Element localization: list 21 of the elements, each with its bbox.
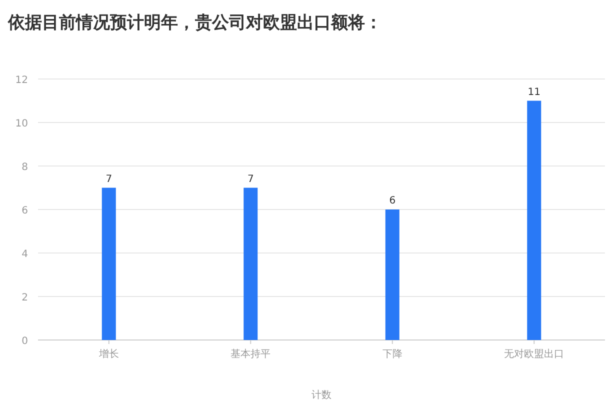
bar xyxy=(102,188,116,340)
y-tick-label: 4 xyxy=(22,249,28,260)
chart-title: 依据目前情况预计明年，贵公司对欧盟出口额将： xyxy=(7,13,382,33)
x-tick-label: 基本持平 xyxy=(230,348,271,360)
data-label: 11 xyxy=(528,86,540,98)
bar xyxy=(385,210,400,340)
y-tick-label: 10 xyxy=(15,118,28,130)
y-tick-label: 8 xyxy=(22,162,28,173)
data-label: 6 xyxy=(389,196,396,206)
y-tick-label: 2 xyxy=(22,292,28,304)
y-tick-label: 6 xyxy=(22,206,28,216)
bar xyxy=(244,188,258,340)
data-label: 7 xyxy=(247,174,254,185)
data-label: 7 xyxy=(106,174,112,185)
x-tick-label: 下降 xyxy=(382,348,402,360)
x-tick-label: 无对欧盟出口 xyxy=(504,348,564,360)
y-tick-label: 12 xyxy=(15,75,28,86)
y-tick-label: 0 xyxy=(22,336,28,347)
x-axis-title: 计数 xyxy=(312,389,332,401)
bar xyxy=(527,100,542,340)
x-tick-label: 增长 xyxy=(98,348,119,360)
